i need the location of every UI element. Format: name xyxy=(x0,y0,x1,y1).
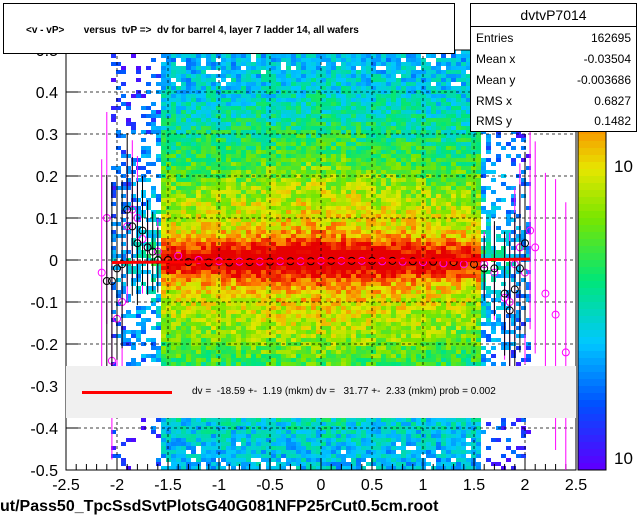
plot-title: <v - vP> versus tvP => dv for barrel 4, … xyxy=(26,25,359,36)
y-tick-label: 0.2 xyxy=(36,169,58,186)
y-tick-label: 0.1 xyxy=(36,211,58,228)
file-path-label: ut/Pass50_TpcSsdSvtPlotsG40G081NFP25rCut… xyxy=(0,498,439,515)
profile-black-point xyxy=(113,264,121,273)
stat-row-mean-y: Mean y -0.003686 xyxy=(476,73,631,91)
stat-row-rms-y: RMS y 0.1482 xyxy=(476,114,631,132)
profile-black-point xyxy=(118,260,127,269)
profile-magenta-point xyxy=(526,226,535,235)
profile-magenta-point xyxy=(194,256,203,264)
profile-magenta-point xyxy=(561,348,570,357)
y-tick-label: -0.2 xyxy=(30,337,58,354)
profile-black-point xyxy=(143,243,152,252)
profile-magenta-point xyxy=(97,268,106,277)
x-tick-label: 1.5 xyxy=(463,477,485,494)
profile-black-point xyxy=(123,205,132,214)
profile-black-point xyxy=(480,264,489,273)
profile-magenta-point xyxy=(531,243,540,252)
profile-black-point xyxy=(128,222,137,231)
y-tick-label: 0 xyxy=(49,253,58,270)
stat-label: Entries xyxy=(476,31,514,45)
stat-row-mean-x: Mean x -0.03504 xyxy=(476,52,631,70)
x-tick-label: -1.5 xyxy=(154,477,182,494)
stat-row-rms-x: RMS x 0.6827 xyxy=(476,94,631,112)
profile-black-point xyxy=(510,285,519,294)
stat-value: 0.6827 xyxy=(594,94,631,108)
x-tick-label: -0.5 xyxy=(256,477,284,494)
profile-black-point xyxy=(505,306,514,315)
stat-label: RMS x xyxy=(476,94,512,108)
stats-separator xyxy=(471,26,636,27)
stat-value: 162695 xyxy=(590,31,631,45)
profile-black-point xyxy=(429,257,438,266)
stat-value: -0.003686 xyxy=(576,73,631,87)
y-tick-label: -0.1 xyxy=(30,295,58,312)
fit-legend-line xyxy=(82,391,172,394)
profile-black-point xyxy=(133,239,142,248)
x-tick-label: 0 xyxy=(317,477,326,494)
profile-black-point xyxy=(148,247,157,256)
x-tick-label: 0.5 xyxy=(361,477,383,494)
profile-black-point xyxy=(500,289,509,298)
y-tick-label: 0.4 xyxy=(36,85,58,102)
title-box: <v - vP> versus tvP => dv for barrel 4, … xyxy=(3,3,455,54)
stat-label: RMS y xyxy=(476,114,512,128)
fit-legend: dv = -18.59 +- 1.19 (mkm) dv = 31.77 +- … xyxy=(66,366,576,418)
stat-label: Mean y xyxy=(476,73,516,87)
profile-black-point xyxy=(521,239,529,248)
x-tick-label: -1 xyxy=(212,477,226,494)
y-tick-label: -0.5 xyxy=(30,463,58,480)
profile-black-point xyxy=(138,226,147,235)
x-tick-label: 2 xyxy=(521,477,530,494)
profile-points xyxy=(97,111,570,470)
profile-magenta-point xyxy=(174,251,183,260)
fit-result-text: dv = -18.59 +- 1.19 (mkm) dv = 31.77 +- … xyxy=(192,386,496,397)
profile-black-point xyxy=(515,264,524,273)
profile-black-point xyxy=(490,264,499,273)
stat-label: Mean x xyxy=(476,52,516,66)
colorbar-tick-label: 10 xyxy=(614,449,633,468)
profile-black-point xyxy=(107,277,116,285)
stats-box: dvtvP7014 Entries 162695 Mean x -0.03504… xyxy=(470,3,637,132)
profile-magenta-point xyxy=(541,289,550,298)
y-tick-label: -0.4 xyxy=(30,421,58,438)
stat-value: -0.03504 xyxy=(583,52,631,66)
x-tick-label: -2.5 xyxy=(52,477,80,494)
stat-row-entries: Entries 162695 xyxy=(476,31,631,49)
colorbar-tick-label: 10 xyxy=(614,157,633,176)
axis-ticks: -2.5 -2 -1.5 -1 -0.5 0 0.5 1 1.5 2 2.5 -0.5 -0.4 -0.3… xyxy=(30,43,587,494)
x-tick-label: 1 xyxy=(419,477,428,494)
x-tick-label: 2.5 xyxy=(565,477,587,494)
stats-histogram-name: dvtvP7014 xyxy=(520,7,587,23)
y-tick-label: -0.3 xyxy=(30,379,58,396)
y-tick-label: 0.3 xyxy=(36,127,58,144)
profile-black-point xyxy=(102,277,111,285)
profile-magenta-point xyxy=(551,310,560,319)
fit-line xyxy=(111,257,531,265)
x-tick-label: -2 xyxy=(110,477,124,494)
stat-value: 0.1482 xyxy=(594,114,631,128)
